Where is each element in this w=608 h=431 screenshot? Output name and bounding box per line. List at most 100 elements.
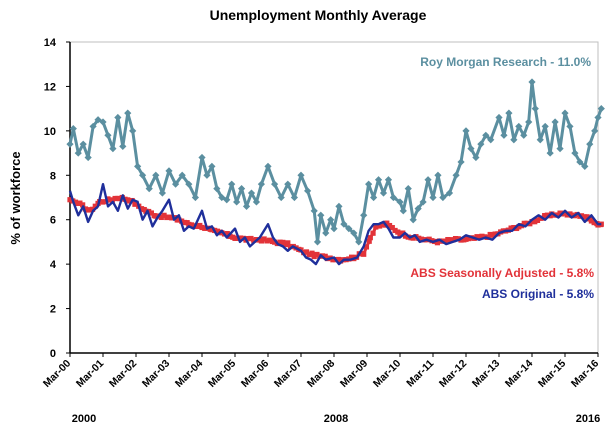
data-point [505, 109, 513, 117]
data-point [452, 235, 459, 242]
data-point [477, 140, 485, 148]
data-point [311, 253, 317, 260]
data-point [104, 131, 112, 139]
data-point [148, 210, 154, 216]
data-point [188, 222, 195, 228]
data-point [238, 185, 246, 193]
data-point [335, 202, 343, 210]
data-point [304, 187, 312, 195]
data-point [145, 185, 153, 193]
y-tick-label: 4 [50, 259, 57, 271]
data-point [561, 109, 569, 117]
data-point [445, 189, 454, 197]
data-point [166, 214, 172, 220]
data-point [224, 231, 230, 237]
data-point [591, 127, 599, 135]
data-point [472, 153, 480, 162]
data-point [528, 78, 536, 86]
x-tick-label: Mar-01 [74, 357, 107, 390]
plot-border [69, 41, 599, 354]
data-point [84, 153, 92, 162]
data-point [277, 239, 283, 245]
data-point [178, 171, 186, 179]
data-point [386, 222, 393, 229]
data-point [366, 238, 372, 244]
data-point [418, 236, 425, 242]
data-point [525, 118, 533, 126]
data-point [327, 216, 335, 224]
data-point [338, 258, 344, 264]
data-point [404, 185, 412, 193]
data-point [546, 149, 554, 157]
data-point [591, 219, 597, 226]
data-point [429, 193, 437, 202]
x-tick-label: Mar-15 [536, 357, 569, 390]
data-point [112, 195, 118, 202]
data-point [536, 136, 544, 144]
data-point [402, 233, 409, 239]
data-point [439, 193, 447, 202]
series-line [68, 183, 602, 266]
data-point [495, 113, 503, 122]
data-point [434, 171, 442, 179]
data-point [208, 162, 216, 170]
data-point [214, 228, 220, 234]
data-point [463, 236, 469, 242]
data-point [186, 221, 192, 228]
data-point [426, 236, 432, 242]
data-point [392, 227, 398, 234]
data-point [571, 149, 579, 157]
data-point [322, 229, 330, 237]
data-point [89, 122, 97, 131]
data-point [247, 189, 256, 197]
data-point [209, 227, 215, 233]
data-point [419, 198, 427, 206]
data-point [82, 206, 88, 212]
data-point [257, 180, 265, 188]
data-point [248, 235, 254, 242]
data-point [360, 211, 368, 219]
data-point [285, 240, 291, 246]
data-point [124, 109, 132, 117]
data-point [80, 202, 86, 208]
data-point [544, 212, 550, 218]
data-point [374, 223, 380, 229]
data-point [458, 237, 464, 243]
x-tick-label: Mar-03 [140, 357, 173, 390]
data-point [487, 136, 495, 144]
data-point [370, 193, 378, 202]
data-point [199, 224, 205, 231]
data-point [384, 220, 390, 226]
data-point [203, 171, 211, 179]
data-point [227, 233, 233, 240]
x-tick-label: Mar-13 [470, 357, 503, 390]
data-point [138, 206, 145, 212]
series-label: Roy Morgan Research - 11.0% [420, 55, 591, 69]
data-point [532, 219, 538, 225]
data-point [594, 113, 602, 122]
data-point [237, 235, 244, 241]
data-point [92, 203, 98, 209]
x-tick-label: Mar-08 [305, 357, 338, 390]
data-point [389, 225, 395, 231]
data-point [597, 105, 605, 113]
data-point [303, 249, 310, 255]
data-point [126, 198, 132, 204]
y-tick-label: 8 [50, 170, 56, 182]
data-point [109, 145, 117, 153]
data-point [261, 236, 267, 242]
data-point [410, 235, 416, 241]
data-point [467, 145, 475, 153]
x-tick-label: Mar-07 [272, 357, 305, 390]
data-point [581, 214, 587, 220]
data-point [510, 136, 518, 144]
data-point [134, 162, 142, 170]
data-point [340, 220, 348, 228]
data-point [365, 180, 373, 188]
data-point [72, 199, 79, 205]
data-point [107, 197, 113, 203]
data-point [363, 244, 370, 250]
data-point [450, 237, 456, 243]
